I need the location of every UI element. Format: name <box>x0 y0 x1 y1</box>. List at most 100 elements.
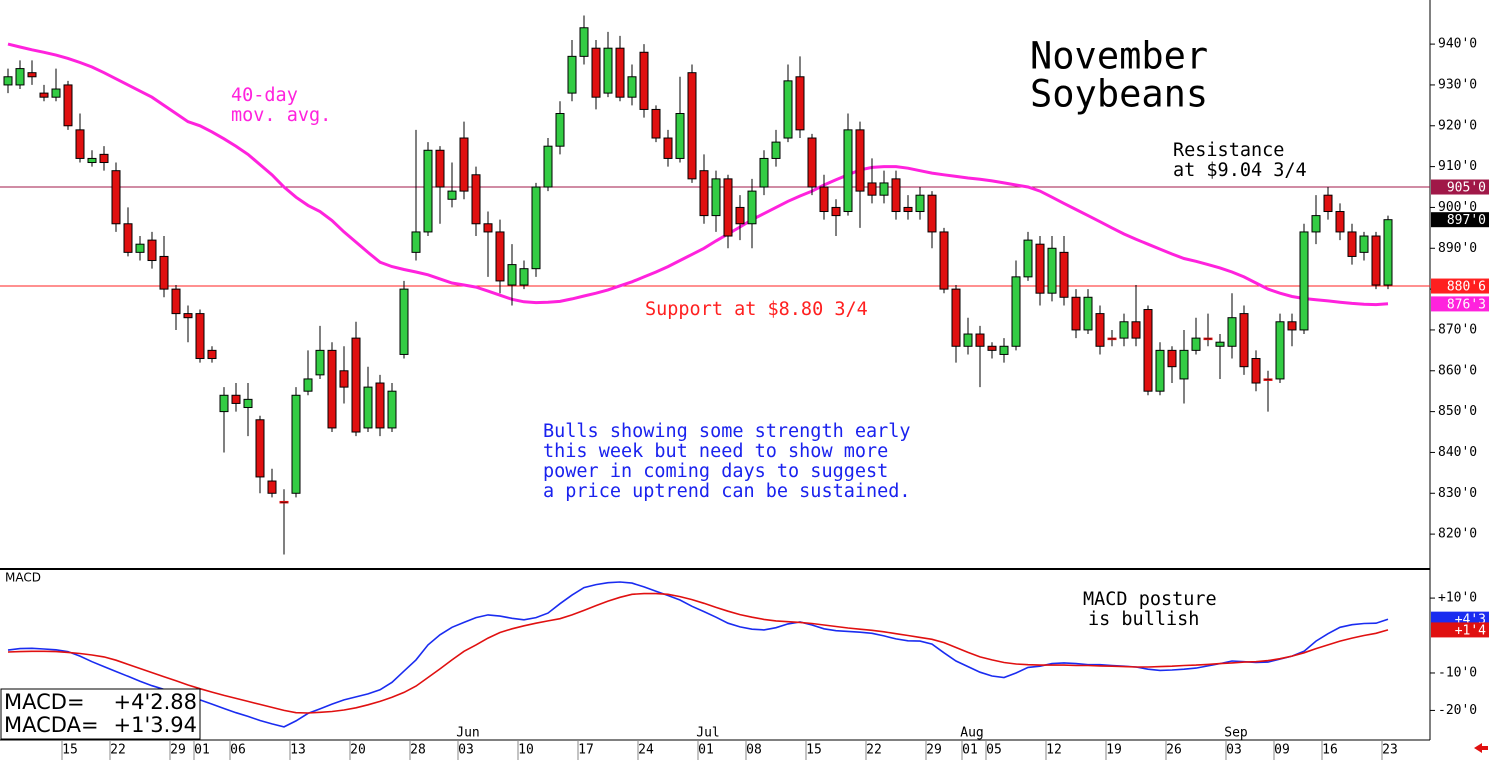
candle-body <box>807 137 817 188</box>
candle-body <box>243 398 253 409</box>
candle-body <box>195 313 205 360</box>
candle-body <box>135 243 145 253</box>
readout-value: +1'3.94 <box>114 713 198 737</box>
candle-body <box>327 349 337 429</box>
candle-body <box>663 137 673 159</box>
annotation: MACD posture <box>1083 589 1217 610</box>
chart-title: Soybeans <box>1030 73 1208 116</box>
candle-body <box>447 190 457 200</box>
candle-body <box>963 333 973 347</box>
candle-body <box>255 419 265 478</box>
macd-line <box>7 581 1389 728</box>
x-tick-label: 20 <box>350 743 366 758</box>
candle-body <box>1119 321 1129 339</box>
x-tick-label: 22 <box>866 743 882 758</box>
candle-body <box>219 394 229 413</box>
candle-body <box>3 76 13 86</box>
candle-body <box>291 394 301 494</box>
x-tick-label: 24 <box>638 743 654 758</box>
annotation: 40-day <box>231 85 298 106</box>
chart-title: November <box>1030 35 1208 78</box>
moving-average <box>7 42 1389 307</box>
candle-body <box>387 390 397 429</box>
y-tick-label: 900'0 <box>1438 200 1477 215</box>
candle-body <box>171 288 181 315</box>
candle-body <box>351 337 361 433</box>
candle-body <box>675 113 685 159</box>
candle-body <box>1131 321 1141 339</box>
y-tick-label: 930'0 <box>1438 77 1477 92</box>
y-tick-label: 860'0 <box>1438 363 1477 378</box>
candle-body <box>375 382 385 429</box>
annotation: Resistance <box>1173 140 1284 161</box>
scroll-arrow[interactable] <box>1474 743 1488 753</box>
month-label: Aug <box>960 726 983 741</box>
price-tag <box>1431 622 1489 638</box>
candle-body <box>1287 321 1297 331</box>
candle-body <box>1179 349 1189 380</box>
candle-body <box>1059 251 1069 298</box>
x-tick-label: 08 <box>746 743 762 758</box>
candle-body <box>363 386 373 429</box>
price-tag-label: 905'0 <box>1447 181 1486 196</box>
candle-body <box>855 129 865 192</box>
annotation: Support at $8.80 3/4 <box>645 299 868 320</box>
annotation: power in coming days to suggest <box>543 461 888 482</box>
price-tag <box>1431 212 1489 228</box>
y-tick-label: 820'0 <box>1438 527 1477 542</box>
candle-body <box>27 72 37 78</box>
price-tag-label: 880'6 <box>1447 280 1486 295</box>
x-tick-label: 12 <box>1046 743 1062 758</box>
candle-body <box>1107 337 1117 341</box>
y-tick-label: 890'0 <box>1438 241 1477 256</box>
candle-body <box>1035 243 1045 294</box>
candle-body <box>759 157 769 188</box>
candle-body <box>1155 349 1165 392</box>
y-tick-label: -20'0 <box>1438 703 1477 718</box>
candle-body <box>1095 313 1105 347</box>
candle-body <box>999 345 1009 355</box>
candle-body <box>783 80 793 139</box>
candle-body <box>1347 231 1357 257</box>
candle-body <box>303 378 313 392</box>
candle-body <box>747 190 757 225</box>
candle-body <box>1239 313 1249 368</box>
candle-body <box>411 231 421 253</box>
candle-body <box>975 333 985 347</box>
candle-body <box>1011 276 1021 347</box>
candle-body <box>987 345 997 351</box>
price-tag <box>1431 296 1489 312</box>
candle-body <box>495 231 505 282</box>
panel-title: MACD <box>5 571 41 585</box>
candle-body <box>87 157 97 164</box>
x-tick-label: 16 <box>1322 743 1338 758</box>
candle-body <box>1275 321 1285 380</box>
month-label: Sep <box>1224 726 1248 741</box>
candle-body <box>123 223 133 253</box>
x-tick-label: 03 <box>1226 743 1242 758</box>
x-tick-label: 01 <box>698 743 714 758</box>
candle-body <box>1167 349 1177 368</box>
candle-body <box>891 178 901 213</box>
x-tick-label: 17 <box>578 743 594 758</box>
candle-body <box>723 178 733 237</box>
candle-body <box>951 288 961 347</box>
candle-body <box>339 370 349 388</box>
price-tag <box>1431 179 1489 195</box>
candle-body <box>867 182 877 196</box>
y-tick-label: 940'0 <box>1438 37 1477 52</box>
x-tick-label: 01 <box>194 743 210 758</box>
candle-body <box>1299 231 1309 331</box>
candle-body <box>147 239 157 262</box>
candle-body <box>159 255 169 290</box>
candle-body <box>507 264 517 286</box>
candle-body <box>927 194 937 233</box>
x-tick-label: 26 <box>1166 743 1182 758</box>
annotation: a price uptrend can be sustained. <box>543 481 911 502</box>
candle-body <box>795 76 805 131</box>
candle-body <box>579 27 589 57</box>
candle-body <box>1323 194 1333 213</box>
candle-body <box>1071 296 1081 331</box>
